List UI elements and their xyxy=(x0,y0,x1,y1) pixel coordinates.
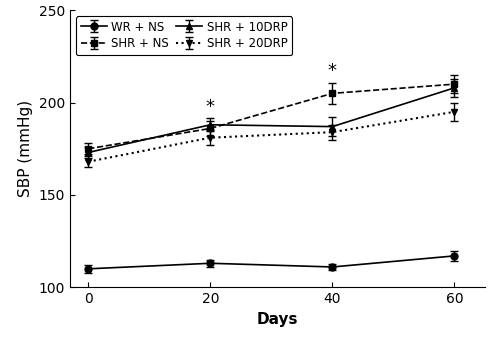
Y-axis label: SBP (mmHg): SBP (mmHg) xyxy=(18,100,33,197)
Legend: WR + NS, SHR + NS, SHR + 10DRP, SHR + 20DRP: WR + NS, SHR + NS, SHR + 10DRP, SHR + 20… xyxy=(76,16,292,55)
Text: *: * xyxy=(206,97,215,116)
X-axis label: Days: Days xyxy=(257,312,298,327)
Text: *: * xyxy=(328,63,337,80)
